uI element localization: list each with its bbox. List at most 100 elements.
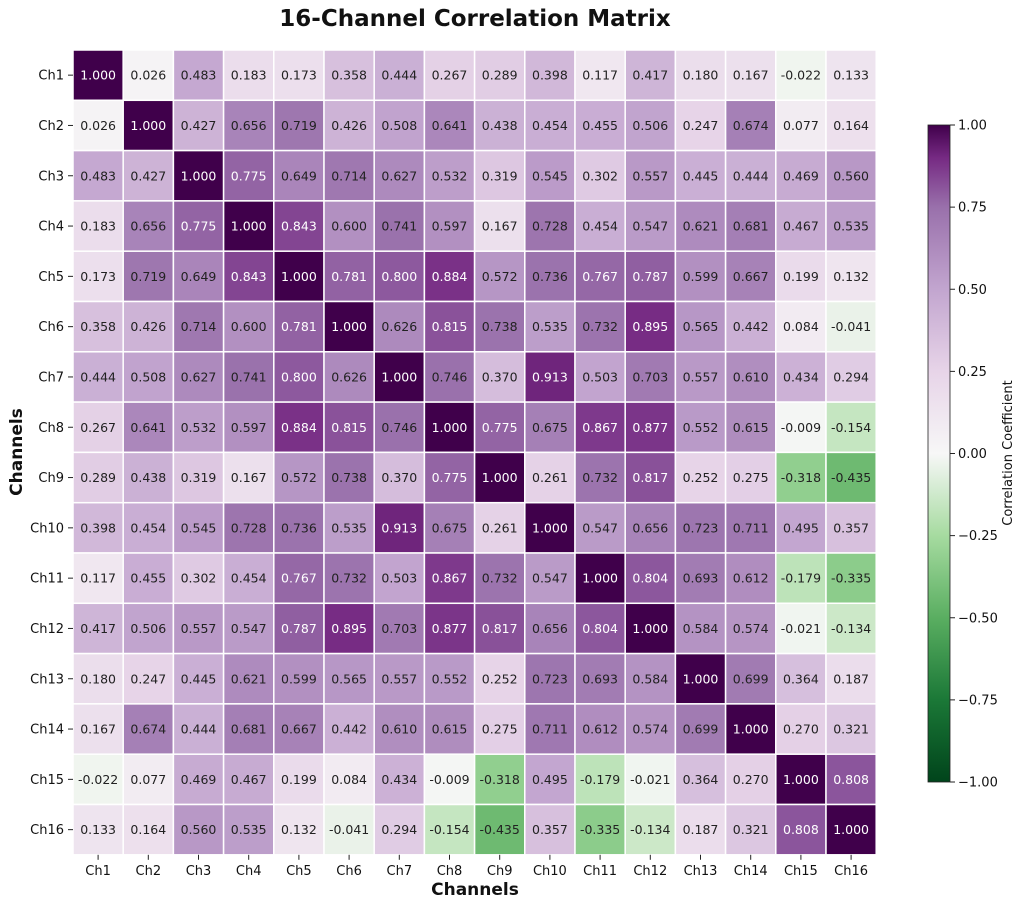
- heatmap-cell-label: 0.275: [482, 722, 518, 737]
- heatmap-cell-label: 0.547: [582, 520, 618, 535]
- heatmap-cell-label: 0.808: [833, 772, 869, 787]
- heatmap-cell: [775, 602, 827, 655]
- heatmap-cell-label: 0.714: [181, 319, 217, 334]
- heatmap-cell-label: 0.804: [632, 571, 668, 586]
- heatmap-cell-label: 0.294: [833, 369, 869, 384]
- heatmap-cell-label: 0.164: [130, 822, 166, 837]
- heatmap-cell-label: 0.289: [482, 68, 518, 83]
- heatmap-cell: [775, 250, 827, 303]
- heatmap-cell: [273, 501, 325, 554]
- heatmap-cell: [775, 652, 827, 705]
- heatmap-cell-label: 0.506: [632, 118, 668, 133]
- heatmap-cell: [524, 703, 576, 755]
- heatmap-cell-label: 0.417: [80, 621, 116, 636]
- heatmap-cell: [122, 602, 175, 655]
- heatmap-cell: [172, 703, 225, 755]
- heatmap-cell-label: -0.335: [580, 822, 620, 837]
- heatmap-cell-label: 0.574: [733, 621, 769, 636]
- heatmap-cell-label: 0.732: [331, 571, 367, 586]
- heatmap-cell-label: 0.132: [281, 822, 317, 837]
- heatmap-cell: [574, 451, 626, 504]
- heatmap-cell: [624, 49, 677, 102]
- heatmap-cell-label: 1.000: [432, 420, 468, 435]
- heatmap-cell: [574, 200, 626, 252]
- heatmap-cell-label: 0.867: [432, 571, 468, 586]
- chart-title: 16-Channel Correlation Matrix: [279, 6, 671, 32]
- heatmap-cell-label: 0.545: [532, 168, 568, 183]
- heatmap-cell-label: 0.370: [381, 470, 417, 485]
- heatmap-cell: [72, 501, 124, 554]
- heatmap-cell-label: 0.508: [130, 369, 166, 384]
- heatmap-cell: [222, 149, 275, 202]
- heatmap-cell-label: 0.746: [432, 369, 468, 384]
- heatmap-cell-label: 0.167: [231, 470, 267, 485]
- heatmap-cell: [473, 351, 526, 403]
- heatmap-cell-label: 0.746: [381, 420, 417, 435]
- heatmap-cell-label: 0.417: [632, 68, 668, 83]
- heatmap-cell-label: 1.000: [130, 118, 166, 133]
- heatmap-cell-label: 0.913: [381, 520, 417, 535]
- y-tick-label: Ch3: [38, 169, 64, 184]
- heatmap-cell-label: 0.077: [783, 118, 819, 133]
- heatmap-cell: [423, 200, 476, 252]
- colorbar-tick-label: 1.00: [958, 119, 987, 134]
- heatmap-cell-label: 0.711: [532, 722, 568, 737]
- heatmap-cell-label: -0.154: [831, 420, 871, 435]
- heatmap-cell-label: 0.597: [231, 420, 267, 435]
- heatmap-cell-label: -0.318: [781, 470, 821, 485]
- heatmap-cell: [72, 753, 124, 806]
- heatmap-cell: [674, 149, 727, 202]
- heatmap-cell-label: 0.723: [683, 520, 719, 535]
- heatmap-cell-label: 0.469: [783, 168, 819, 183]
- heatmap-cell-label: 0.535: [231, 822, 267, 837]
- heatmap-cell-label: 0.302: [181, 571, 217, 586]
- y-axis-ticks: Ch1 Ch2 Ch3 Ch4 Ch5 Ch6 Ch7 Ch8 Ch9 Ch10 Ch11 Ch12 C…: [30, 69, 73, 838]
- heatmap-cell-label: 0.302: [582, 168, 618, 183]
- heatmap-cell-label: 0.719: [130, 269, 166, 284]
- heatmap-cell: [674, 250, 727, 303]
- heatmap-cell-label: 0.547: [532, 571, 568, 586]
- heatmap-cell: [323, 501, 375, 554]
- heatmap-cell-label: 0.467: [783, 219, 819, 234]
- heatmap-cell-label: 0.667: [733, 269, 769, 284]
- heatmap-cell-label: 0.681: [231, 722, 267, 737]
- colorbar-ticks: 1.00 0.75 0.50 0.25 0.00 −0.25 −0.50 −0.75 −1.00: [950, 119, 998, 791]
- heatmap-cell: [172, 753, 225, 806]
- heatmap-cell-label: 0.895: [331, 621, 367, 636]
- heatmap-cell-label: 0.738: [482, 319, 518, 334]
- heatmap-cell-label: 0.438: [482, 118, 518, 133]
- heatmap-cell: [323, 703, 375, 755]
- heatmap-cell: [825, 149, 877, 202]
- heatmap-cell-label: 0.321: [833, 722, 869, 737]
- heatmap-cell-label: 0.454: [582, 219, 618, 234]
- colorbar-label: Correlation Coefficient: [1001, 380, 1016, 526]
- heatmap-cell: [775, 99, 827, 152]
- heatmap-cell-label: 0.289: [80, 470, 116, 485]
- heatmap-cell-label: 0.565: [683, 319, 719, 334]
- heatmap-cell: [775, 451, 827, 504]
- heatmap-cell-label: 0.261: [532, 470, 568, 485]
- heatmap-cell-label: 0.183: [80, 219, 116, 234]
- heatmap-cell: [574, 250, 626, 303]
- heatmap-cell-label: 0.444: [733, 168, 769, 183]
- y-tick-label: Ch9: [38, 471, 64, 486]
- heatmap-cell: [624, 250, 677, 303]
- heatmap-cell-label: 0.267: [80, 420, 116, 435]
- heatmap-cell-label: 0.187: [833, 671, 869, 686]
- heatmap-cell-label: 0.503: [582, 369, 618, 384]
- heatmap-cell-label: 0.612: [582, 722, 618, 737]
- heatmap-cell: [825, 200, 877, 252]
- heatmap-cell: [724, 149, 777, 202]
- heatmap-cell-label: -0.022: [781, 68, 821, 83]
- y-tick-label: Ch4: [38, 220, 64, 235]
- heatmap-cell: [122, 351, 175, 403]
- heatmap-cell-label: 0.800: [381, 269, 417, 284]
- x-tick-label: Ch15: [784, 864, 818, 879]
- heatmap-cell: [222, 99, 275, 152]
- heatmap-cell-label: 0.084: [783, 319, 819, 334]
- heatmap-cell-label: 0.560: [181, 822, 217, 837]
- heatmap-cell-label: 0.675: [532, 420, 568, 435]
- heatmap-cell-label: 0.867: [582, 420, 618, 435]
- y-tick-label: Ch10: [30, 521, 64, 536]
